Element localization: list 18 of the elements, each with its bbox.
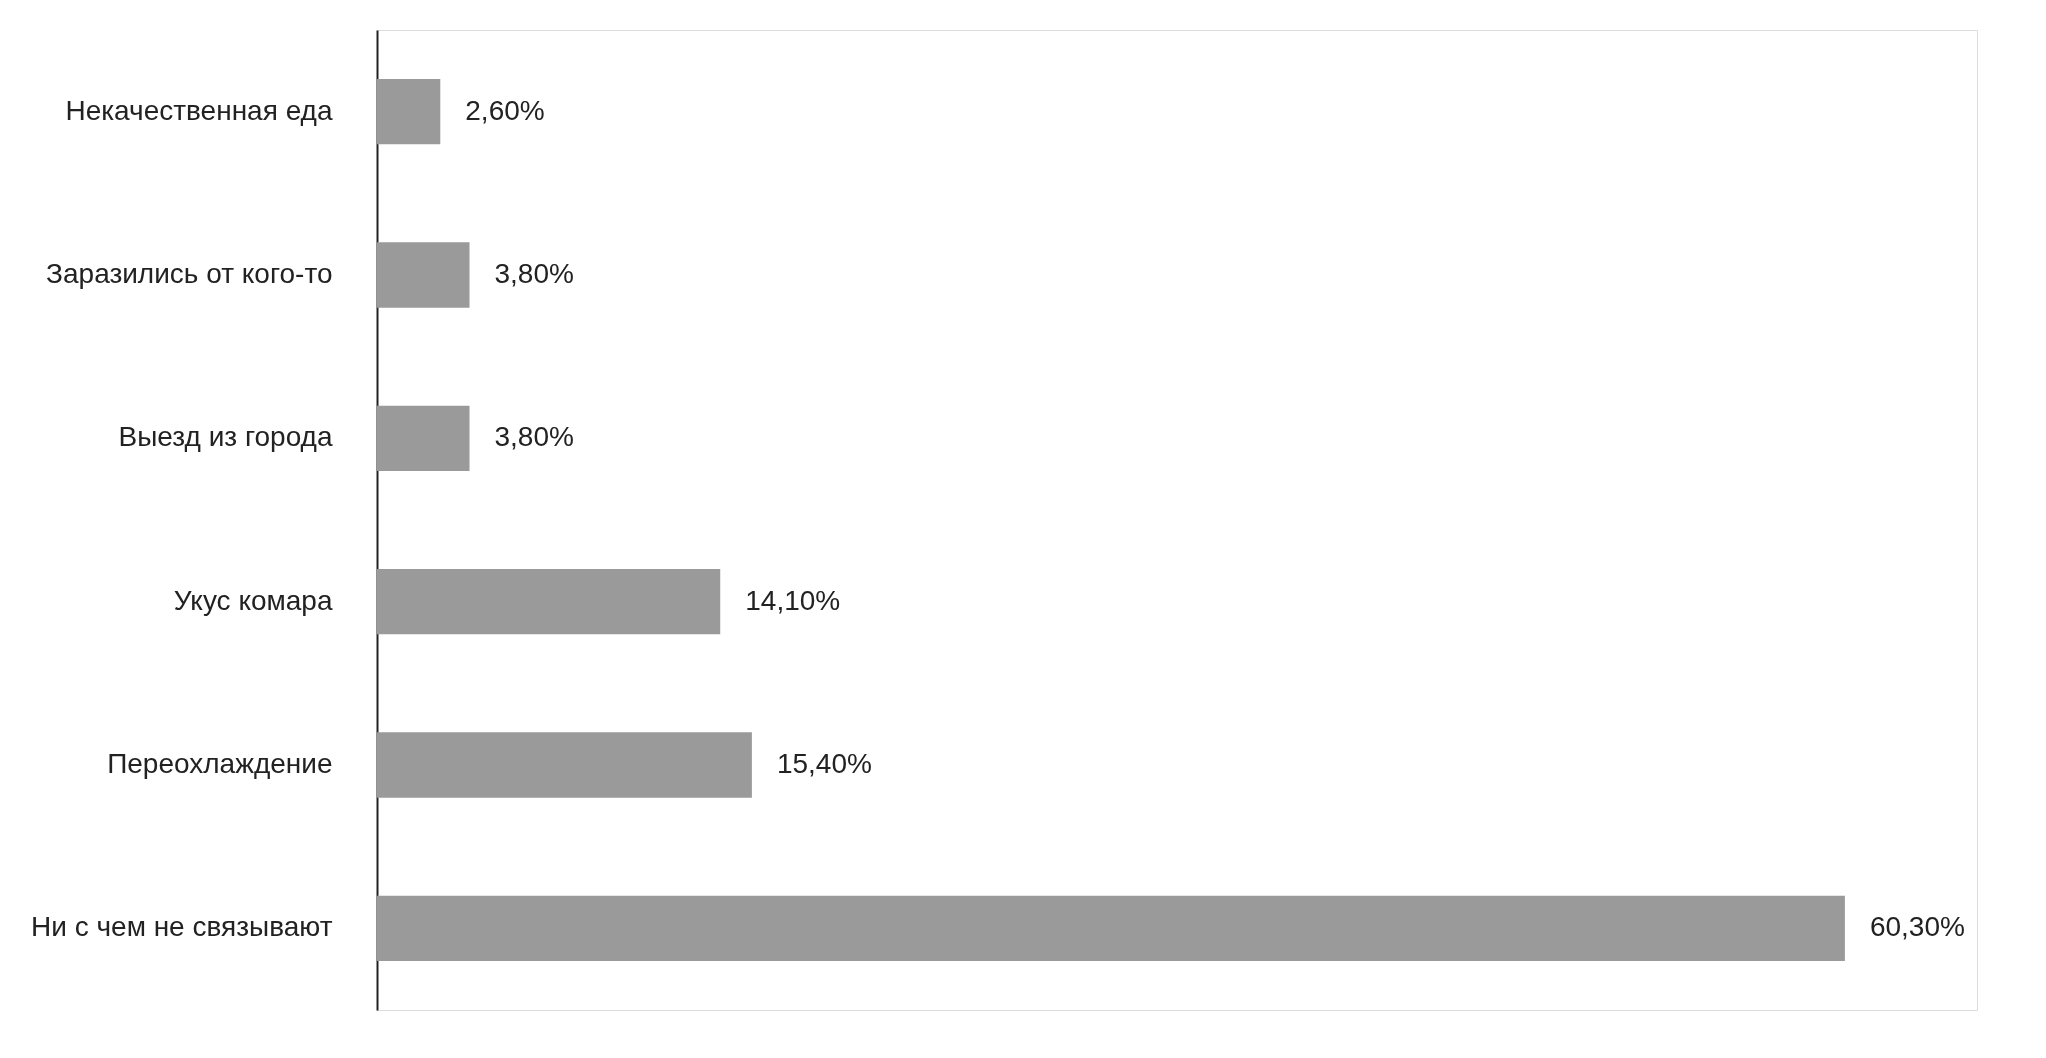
y-tick-label: Некачественная еда [65,94,333,126]
data-label: 60,30% [1869,911,1965,943]
bar [377,242,470,308]
data-label: 3,80% [494,258,574,289]
data-label: 2,60% [465,94,545,126]
y-tick-label: Переохлаждение [107,748,333,779]
bar [377,405,470,471]
bar [377,79,441,145]
bar [377,732,752,798]
bar [377,895,1845,961]
y-tick-label: Укус комара [173,584,333,616]
bar [377,569,721,635]
data-label: 15,40% [776,748,872,779]
data-label: 14,10% [745,584,841,616]
y-tick-label: Ни с чем не связывают [31,911,333,943]
data-label: 3,80% [494,421,574,453]
y-tick-label: Заразились от кого-то [46,258,333,289]
y-tick-label: Выезд из города [118,421,333,453]
